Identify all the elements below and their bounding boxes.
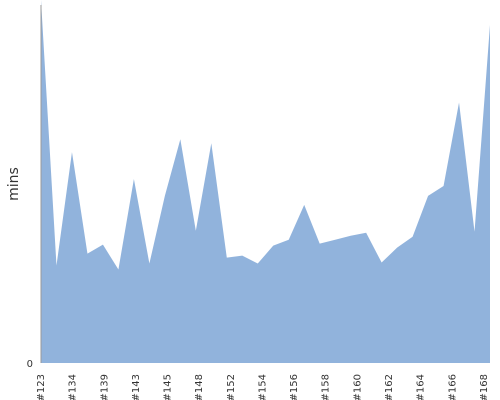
x-tick-label: #148 xyxy=(194,374,205,400)
x-tick-label: #154 xyxy=(258,374,269,400)
x-axis-ticks: #123 #134 #139 #143 #145 #148 #152 #154 #156 #158… xyxy=(36,374,490,400)
area-series xyxy=(41,0,490,364)
x-tick-label: #164 xyxy=(416,374,427,400)
area-layer xyxy=(41,0,490,364)
y-tick-label: 0 xyxy=(27,359,33,370)
x-tick-label: #145 xyxy=(163,374,174,400)
x-tick-label: #143 xyxy=(131,374,142,400)
x-tick-label: #168 xyxy=(479,374,490,400)
x-tick-label: #139 xyxy=(99,374,110,400)
y-axis-ticks: 0 xyxy=(27,359,33,370)
x-tick-label: #166 xyxy=(447,374,458,400)
x-tick-label: #160 xyxy=(352,374,363,400)
x-tick-label: #134 xyxy=(68,374,79,400)
x-tick-label: #162 xyxy=(384,374,395,400)
x-tick-label: #156 xyxy=(289,374,300,400)
x-tick-label: #123 xyxy=(36,374,47,400)
x-tick-label: #158 xyxy=(321,374,332,400)
y-axis-label: mins xyxy=(6,167,22,201)
x-tick-label: #152 xyxy=(226,374,237,400)
